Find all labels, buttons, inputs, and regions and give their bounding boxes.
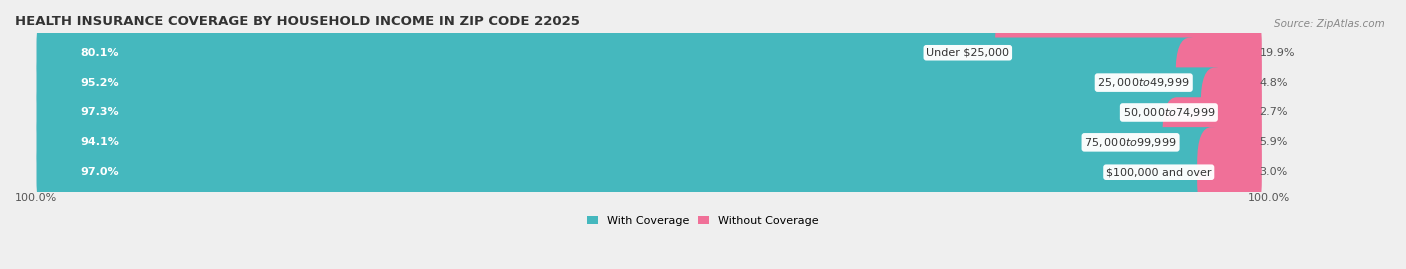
Text: $50,000 to $74,999: $50,000 to $74,999 bbox=[1122, 106, 1215, 119]
Text: 97.3%: 97.3% bbox=[80, 108, 120, 118]
FancyBboxPatch shape bbox=[37, 37, 1205, 128]
Text: 2.7%: 2.7% bbox=[1260, 108, 1288, 118]
Text: 95.2%: 95.2% bbox=[80, 78, 120, 88]
Text: 80.1%: 80.1% bbox=[80, 48, 120, 58]
Text: Source: ZipAtlas.com: Source: ZipAtlas.com bbox=[1274, 19, 1385, 29]
FancyBboxPatch shape bbox=[37, 67, 1261, 158]
FancyBboxPatch shape bbox=[37, 37, 1261, 128]
Text: 100.0%: 100.0% bbox=[15, 193, 58, 203]
Text: 97.0%: 97.0% bbox=[80, 167, 120, 177]
FancyBboxPatch shape bbox=[1197, 127, 1261, 217]
FancyBboxPatch shape bbox=[37, 97, 1191, 187]
Text: 100.0%: 100.0% bbox=[1247, 193, 1289, 203]
FancyBboxPatch shape bbox=[1163, 97, 1261, 187]
Text: $100,000 and over: $100,000 and over bbox=[1107, 167, 1212, 177]
Text: $25,000 to $49,999: $25,000 to $49,999 bbox=[1098, 76, 1189, 89]
FancyBboxPatch shape bbox=[1175, 37, 1261, 128]
Legend: With Coverage, Without Coverage: With Coverage, Without Coverage bbox=[588, 215, 818, 226]
FancyBboxPatch shape bbox=[37, 67, 1229, 158]
Text: 4.8%: 4.8% bbox=[1260, 78, 1288, 88]
Text: 3.0%: 3.0% bbox=[1260, 167, 1288, 177]
Text: 19.9%: 19.9% bbox=[1260, 48, 1295, 58]
Text: HEALTH INSURANCE COVERAGE BY HOUSEHOLD INCOME IN ZIP CODE 22025: HEALTH INSURANCE COVERAGE BY HOUSEHOLD I… bbox=[15, 15, 579, 28]
Text: 94.1%: 94.1% bbox=[80, 137, 120, 147]
FancyBboxPatch shape bbox=[1201, 67, 1261, 158]
FancyBboxPatch shape bbox=[37, 97, 1261, 187]
FancyBboxPatch shape bbox=[37, 127, 1226, 217]
Text: Under $25,000: Under $25,000 bbox=[927, 48, 1010, 58]
FancyBboxPatch shape bbox=[37, 8, 1024, 98]
FancyBboxPatch shape bbox=[37, 8, 1261, 98]
Text: $75,000 to $99,999: $75,000 to $99,999 bbox=[1084, 136, 1177, 149]
Text: 5.9%: 5.9% bbox=[1260, 137, 1288, 147]
FancyBboxPatch shape bbox=[37, 127, 1261, 217]
FancyBboxPatch shape bbox=[995, 8, 1261, 98]
